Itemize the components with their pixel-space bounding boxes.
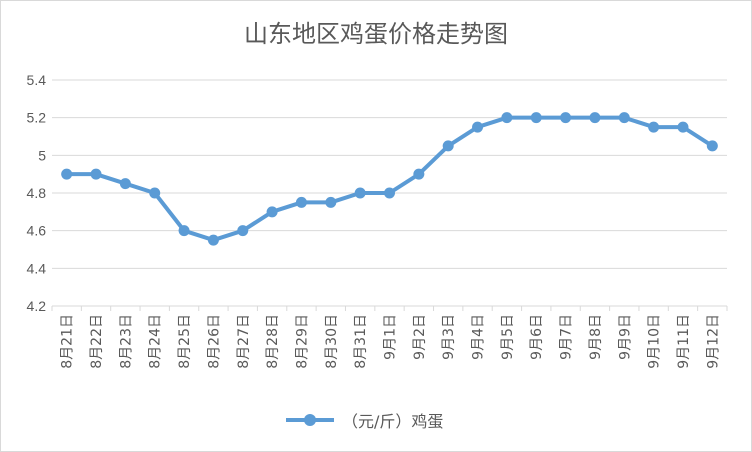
data-point <box>295 196 307 208</box>
x-tick-label: 9月2日 <box>412 314 428 360</box>
data-point <box>501 112 513 124</box>
data-point <box>413 168 425 180</box>
data-point <box>560 112 572 124</box>
data-point <box>648 121 660 133</box>
y-tick-label: 4.4 <box>27 260 47 276</box>
data-point <box>149 187 161 199</box>
legend: （元/斤）鸡蛋 <box>286 408 443 432</box>
x-tick-label: 8月29日 <box>294 314 310 369</box>
data-point <box>442 140 454 152</box>
data-point <box>237 225 249 237</box>
legend-label: （元/斤）鸡蛋 <box>342 412 444 431</box>
x-tick-label: 8月21日 <box>60 314 76 369</box>
x-tick-label: 8月22日 <box>89 314 105 369</box>
data-point <box>618 112 630 124</box>
data-point <box>677 121 689 133</box>
x-tick-label: 9月9日 <box>617 314 633 360</box>
x-tick-label: 8月27日 <box>236 314 252 369</box>
legend-swatch <box>286 408 334 432</box>
x-tick-label: 8月26日 <box>206 314 222 369</box>
data-point <box>384 187 395 199</box>
data-point <box>706 140 718 152</box>
data-point <box>207 234 219 246</box>
x-tick-label: 8月23日 <box>118 314 134 369</box>
data-point <box>472 121 484 133</box>
series-line-0 <box>64 115 715 243</box>
data-point <box>530 112 542 124</box>
data-point <box>589 112 601 124</box>
data-point <box>178 225 190 237</box>
x-tick-label: 8月25日 <box>177 314 193 369</box>
y-tick-label: 5 <box>38 147 46 163</box>
x-tick-label: 8月30日 <box>324 314 340 369</box>
y-tick-label: 4.8 <box>27 185 47 201</box>
x-tick-label: 9月11日 <box>676 314 692 369</box>
chart-title: 山东地区鸡蛋价格走势图 <box>244 20 508 48</box>
data-point <box>354 187 366 199</box>
data-point <box>119 178 131 190</box>
x-tick-label: 8月31日 <box>353 314 369 369</box>
x-tick-labels: 8月21日 8月22日 8月23日 8月24日 8月25日 8月26日 8月27日 8月28日… <box>60 314 722 369</box>
x-tick-label: 9月1日 <box>383 314 399 360</box>
x-tick-label: 9月12日 <box>705 314 721 369</box>
x-tick-label: 9月10日 <box>647 314 663 369</box>
data-point <box>61 168 73 180</box>
x-tick-label: 9月7日 <box>559 314 575 360</box>
y-tick-label: 5.2 <box>27 110 47 126</box>
data-point <box>325 196 337 208</box>
x-tick-label: 8月28日 <box>265 314 281 369</box>
data-point <box>90 168 102 180</box>
y-tick-label: 4.6 <box>27 223 47 239</box>
data-point <box>266 206 278 218</box>
x-tick-label: 9月6日 <box>529 314 545 360</box>
series-layer <box>61 112 718 246</box>
x-tick-label: 9月5日 <box>500 314 516 360</box>
y-tick-label: 4.2 <box>27 298 47 314</box>
x-tick-label: 9月4日 <box>471 314 487 360</box>
x-tick-label: 9月8日 <box>588 314 604 360</box>
x-tick-label: 9月3日 <box>441 314 457 360</box>
y-tick-label: 5.4 <box>27 72 47 88</box>
x-tick-label: 8月24日 <box>148 314 164 369</box>
y-tick-labels: 4.2 4.4 4.6 4.8 5 5.2 5.4 <box>27 72 47 314</box>
